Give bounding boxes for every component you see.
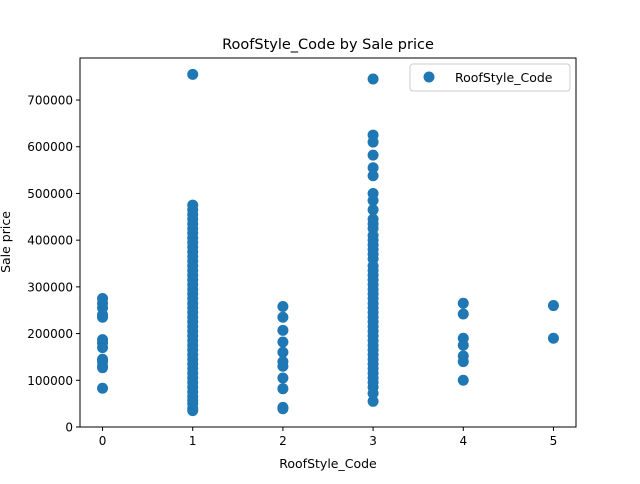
y-tick-label: 600000 <box>27 140 73 154</box>
data-point <box>277 336 289 348</box>
data-point <box>547 332 559 344</box>
x-tick-label: 3 <box>369 434 377 448</box>
x-axis: 0 1 2 3 4 5 <box>99 427 558 448</box>
data-point <box>457 297 469 309</box>
data-point <box>367 136 379 148</box>
data-point <box>367 73 379 85</box>
y-tick-label: 500000 <box>27 187 73 201</box>
data-point <box>277 403 289 415</box>
y-axis-label: Sale price <box>0 211 13 273</box>
data-point <box>367 162 379 174</box>
data-point <box>277 311 289 323</box>
data-point <box>457 374 469 386</box>
x-tick-label: 2 <box>279 434 287 448</box>
data-point <box>367 204 379 216</box>
data-point <box>367 149 379 161</box>
data-point <box>97 342 109 354</box>
legend-label: RoofStyle_Code <box>455 70 553 85</box>
data-point <box>547 300 559 312</box>
y-tick-label: 400000 <box>27 234 73 248</box>
data-point <box>457 356 469 368</box>
data-point <box>97 382 109 394</box>
data-point <box>457 339 469 351</box>
data-point <box>277 383 289 395</box>
points-layer <box>97 68 559 417</box>
x-tick-label: 4 <box>459 434 467 448</box>
x-axis-label: RoofStyle_Code <box>279 456 377 471</box>
data-point <box>187 405 199 417</box>
y-tick-label: 200000 <box>27 327 73 341</box>
y-tick-label: 700000 <box>27 94 73 108</box>
data-point <box>367 395 379 407</box>
data-point <box>457 308 469 320</box>
y-tick-label: 0 <box>65 421 73 435</box>
data-point <box>277 360 289 372</box>
data-point <box>187 68 199 80</box>
chart-title: RoofStyle_Code by Sale price <box>222 37 434 53</box>
data-point <box>277 346 289 358</box>
y-tick-label: 300000 <box>27 280 73 294</box>
data-point <box>277 300 289 312</box>
y-tick-label: 100000 <box>27 374 73 388</box>
data-point <box>97 311 109 323</box>
legend: RoofStyle_Code <box>409 63 571 92</box>
legend-marker <box>423 71 435 83</box>
x-tick-label: 0 <box>99 434 107 448</box>
x-tick-label: 1 <box>189 434 197 448</box>
data-point <box>367 170 379 182</box>
data-point <box>277 324 289 336</box>
plot-frame <box>79 57 577 428</box>
data-point <box>277 372 289 384</box>
legend-box <box>409 63 571 92</box>
data-point <box>367 387 379 399</box>
data-point <box>367 194 379 206</box>
x-tick-label: 5 <box>550 434 558 448</box>
y-axis: 0 100000 200000 300000 400000 500000 600000 700… <box>27 94 80 435</box>
data-point <box>97 362 109 374</box>
